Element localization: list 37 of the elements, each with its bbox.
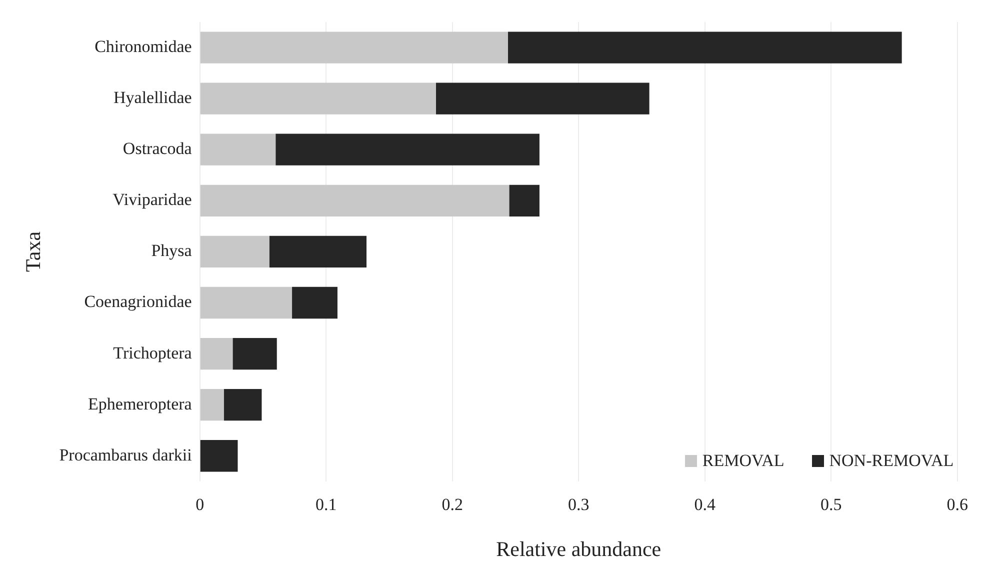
x-tick-label: 0 xyxy=(196,495,204,514)
y-tick-label: Chironomidae xyxy=(94,36,192,56)
y-tick-label: Ephemeroptera xyxy=(88,394,192,414)
x-tick-label: 0.6 xyxy=(946,495,968,514)
bar xyxy=(200,286,292,319)
x-tick-label: 0.1 xyxy=(315,495,337,514)
y-tick-label: Procambarus darkii xyxy=(59,445,192,464)
y-tick-label: Ostracoda xyxy=(122,139,192,158)
x-tick-label: 0.3 xyxy=(568,495,590,514)
y-tick-label: Viviparidae xyxy=(112,190,192,210)
bar xyxy=(200,440,238,472)
bar xyxy=(200,338,233,370)
y-tick-label: Coenagrionidae xyxy=(84,292,192,312)
bar xyxy=(276,134,540,166)
legend-label: NON-REMOVAL xyxy=(829,451,954,470)
y-axis-title: Taxa xyxy=(21,230,46,272)
y-tick-label: Trichoptera xyxy=(113,343,192,362)
bar xyxy=(200,184,510,216)
bar xyxy=(200,82,436,114)
y-tick-label: Physa xyxy=(151,241,192,260)
x-tick-label: 0.5 xyxy=(820,495,842,514)
bar xyxy=(509,184,540,216)
bar xyxy=(508,32,902,64)
legend-label: REMOVAL xyxy=(702,451,784,470)
bar xyxy=(232,338,277,370)
x-axis-title: Relative abundance xyxy=(496,536,662,561)
bar xyxy=(200,236,270,268)
y-tick-label: Hyalellidae xyxy=(113,88,192,108)
bar xyxy=(200,32,508,64)
bar xyxy=(200,134,276,166)
bar xyxy=(224,389,262,421)
bar xyxy=(200,389,224,421)
bar xyxy=(436,82,650,114)
bar xyxy=(292,286,338,319)
x-tick-label: 0.2 xyxy=(442,495,463,514)
bar xyxy=(269,236,367,268)
x-tick-label: 0.4 xyxy=(694,495,716,514)
